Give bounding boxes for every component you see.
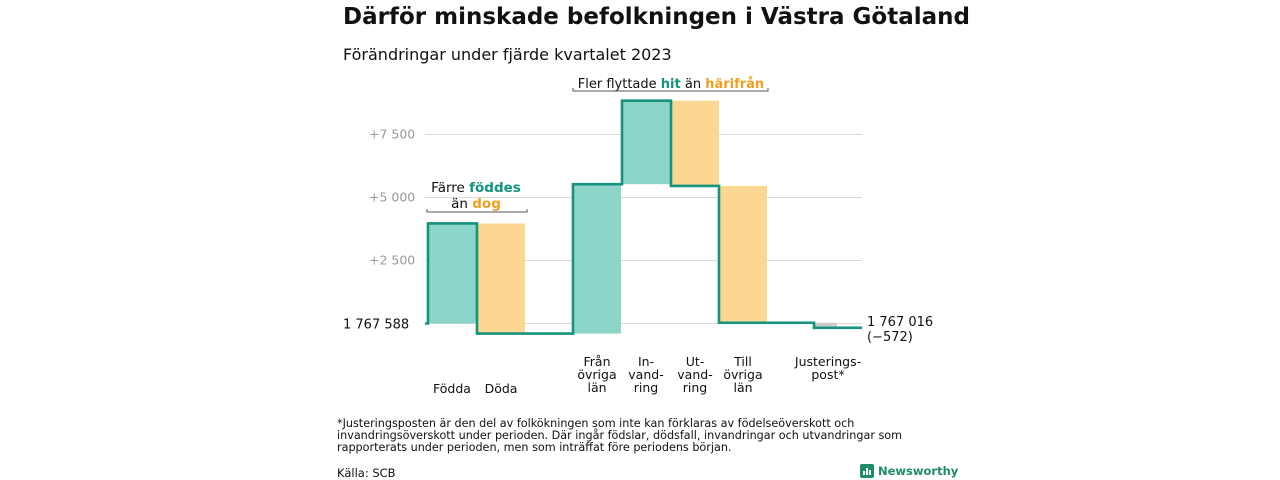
annotation-segment: föddes — [469, 180, 521, 196]
annotation-segment: härifrån — [705, 77, 764, 92]
brand-name: Newsworthy — [878, 464, 959, 478]
category-label: ring — [634, 380, 658, 395]
annotation-segment: hit — [661, 77, 681, 92]
waterfall-bar — [719, 185, 767, 323]
waterfall-bar — [622, 100, 670, 185]
y-tick-label: +7 500 — [369, 127, 415, 142]
waterfall-bar — [573, 184, 621, 334]
category-label: Till — [733, 354, 752, 369]
annotation-bracket — [572, 88, 769, 92]
chart-subtitle: Förändringar under fjärde kvartalet 2023 — [343, 45, 672, 64]
annotation-segment: dog — [472, 196, 501, 212]
annotation-text: Fler flyttade hit än härifrån — [578, 77, 764, 92]
annotation-text: än dog — [451, 196, 501, 212]
category-label: In- — [638, 354, 654, 369]
newsworthy-logo-icon — [860, 464, 874, 478]
end-value-label: 1 767 016 — [867, 315, 933, 330]
y-tick-label: +2 500 — [369, 253, 415, 268]
brand: Newsworthy — [860, 464, 958, 478]
waterfall-bar — [428, 223, 476, 324]
waterfall-bar — [815, 322, 837, 328]
category-label: vand- — [628, 367, 663, 382]
annotation-segment: Fler flyttade — [578, 77, 661, 92]
waterfall-chart: +2 500 +5 000 +7 500 1 767 588 1 767 016(−57… — [343, 77, 933, 396]
category-label: post* — [811, 367, 844, 382]
category-label: ring — [683, 380, 707, 395]
running-total-line — [425, 99, 862, 335]
category-label: län — [587, 380, 606, 395]
annotation-segment: än — [451, 196, 472, 212]
category-label: Från — [583, 354, 610, 369]
category-label: övriga — [577, 367, 616, 382]
category-label: vand- — [677, 367, 712, 382]
chart-title: Därför minskade befolkningen i Västra Gö… — [343, 4, 970, 30]
y-tick-label: +5 000 — [369, 190, 415, 205]
start-value-label: 1 767 588 — [343, 318, 409, 333]
waterfall-bar — [671, 100, 719, 186]
footnote: *Justeringsposten är den del av folkökni… — [337, 417, 903, 454]
annotation-text: Färre föddes — [431, 180, 521, 196]
end-change-label: (−572) — [867, 330, 913, 345]
category-label: Ut- — [686, 354, 705, 369]
category-label: övriga — [723, 367, 762, 382]
annotation-segment: än — [681, 77, 705, 92]
waterfall-bar — [477, 223, 525, 334]
category-label: län — [733, 380, 752, 395]
annotation-bracket — [426, 209, 528, 213]
annotation-segment: Färre — [431, 180, 469, 196]
category-label: Döda — [485, 381, 518, 396]
source-label: Källa: SCB — [337, 466, 396, 480]
category-label: Justerings- — [794, 354, 861, 369]
category-label: Födda — [433, 381, 471, 396]
